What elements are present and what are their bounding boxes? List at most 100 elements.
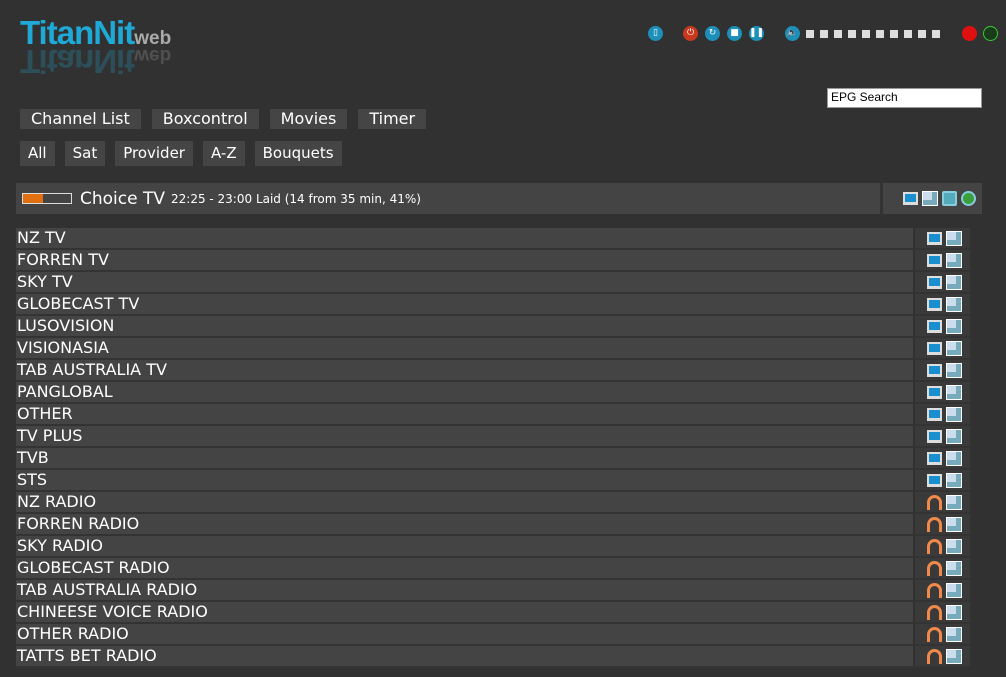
multi-view-icon[interactable]	[946, 604, 962, 620]
volume-step[interactable]	[918, 29, 926, 38]
multi-view-icon[interactable]	[946, 538, 962, 554]
volume-step[interactable]	[848, 29, 856, 38]
bouquet-name[interactable]: GLOBECAST RADIO	[16, 558, 913, 578]
multi-view-icon[interactable]	[946, 494, 962, 510]
tv-icon[interactable]	[927, 253, 942, 267]
bouquet-name[interactable]: LUSOVISION	[16, 316, 913, 336]
bouquet-name[interactable]: TATTS BET RADIO	[16, 646, 913, 666]
multi-view-icon[interactable]	[946, 340, 962, 356]
volume-slider[interactable]	[806, 29, 946, 38]
nav-channel-list[interactable]: Channel List	[20, 109, 141, 129]
bouquet-list: NZ TV FORREN TV SKY TV GLOBECAST TV LUSO…	[16, 228, 970, 668]
radio-icon[interactable]	[927, 516, 942, 532]
multi-view-icon[interactable]	[946, 406, 962, 422]
pause-icon[interactable]: ❚❚	[749, 26, 764, 41]
radio-icon[interactable]	[927, 626, 942, 642]
list-item: SKY RADIO	[16, 536, 970, 558]
multi-view-icon[interactable]	[946, 274, 962, 290]
bouquet-name[interactable]: OTHER	[16, 404, 913, 424]
multi-view-icon[interactable]	[946, 318, 962, 334]
record-icon[interactable]	[962, 26, 977, 41]
multi-view-icon[interactable]	[946, 626, 962, 642]
multi-view-icon[interactable]	[946, 362, 962, 378]
list-item: TVB	[16, 448, 970, 470]
remote-icon[interactable]: ▯	[648, 26, 663, 41]
bouquet-name[interactable]: NZ TV	[16, 228, 913, 248]
filter-all[interactable]: All	[20, 141, 55, 166]
volume-step[interactable]	[834, 29, 842, 38]
volume-step[interactable]	[932, 29, 940, 38]
power-icon[interactable]: ⏻	[683, 26, 698, 41]
nav-boxcontrol[interactable]: Boxcontrol	[151, 109, 259, 129]
epg-icon[interactable]	[942, 191, 957, 206]
bouquet-name[interactable]: STS	[16, 470, 913, 490]
signal-icon[interactable]	[983, 26, 998, 41]
tv-icon[interactable]	[927, 319, 942, 333]
bouquet-name[interactable]: TAB AUSTRALIA RADIO	[16, 580, 913, 600]
filter-bouquets[interactable]: Bouquets	[254, 141, 342, 166]
bouquet-name[interactable]: VISIONASIA	[16, 338, 913, 358]
list-item: OTHER	[16, 404, 970, 426]
bouquet-name[interactable]: GLOBECAST TV	[16, 294, 913, 314]
bouquet-name[interactable]: SKY TV	[16, 272, 913, 292]
bouquet-name[interactable]: CHINEESE VOICE RADIO	[16, 602, 913, 622]
nav-movies[interactable]: Movies	[269, 109, 348, 129]
tv-icon[interactable]	[927, 297, 942, 311]
tv-icon[interactable]	[927, 341, 942, 355]
tv-icon[interactable]	[927, 363, 942, 377]
list-item: SKY TV	[16, 272, 970, 294]
restart-icon[interactable]: ↻	[705, 26, 720, 41]
bouquet-name[interactable]: FORREN RADIO	[16, 514, 913, 534]
radio-icon[interactable]	[927, 560, 942, 576]
multi-view-icon[interactable]	[946, 516, 962, 532]
radio-icon[interactable]	[927, 648, 942, 664]
bouquet-name[interactable]: OTHER RADIO	[16, 624, 913, 644]
bouquet-name[interactable]: TVB	[16, 448, 913, 468]
multi-view-icon[interactable]	[946, 384, 962, 400]
multi-view-icon[interactable]	[946, 428, 962, 444]
filter-sat[interactable]: Sat	[64, 141, 106, 166]
tv-icon[interactable]	[927, 429, 942, 443]
tv-icon[interactable]	[927, 275, 942, 289]
radio-icon[interactable]	[927, 582, 942, 598]
bouquet-name[interactable]: NZ RADIO	[16, 492, 913, 512]
bouquet-name[interactable]: TV PLUS	[16, 426, 913, 446]
volume-step[interactable]	[876, 29, 884, 38]
logo[interactable]: TitanNitweb TitanNitweb	[20, 14, 171, 80]
bouquet-name[interactable]: PANGLOBAL	[16, 382, 913, 402]
bouquet-name[interactable]: TAB AUSTRALIA TV	[16, 360, 913, 380]
multi-view-icon[interactable]	[946, 230, 962, 246]
multi-view-icon[interactable]	[946, 560, 962, 576]
volume-step[interactable]	[820, 29, 828, 38]
filter-a-z[interactable]: A-Z	[202, 141, 245, 166]
tv-icon[interactable]	[927, 451, 942, 465]
volume-step[interactable]	[806, 29, 814, 38]
volume-icon[interactable]: 🔈	[785, 26, 800, 41]
tv-icon[interactable]	[927, 385, 942, 399]
radio-icon[interactable]	[927, 538, 942, 554]
radio-icon[interactable]	[927, 604, 942, 620]
stop-icon[interactable]: ■	[727, 26, 742, 41]
volume-step[interactable]	[890, 29, 898, 38]
tv-icon[interactable]	[927, 407, 942, 421]
stream-icon[interactable]	[961, 191, 976, 206]
multi-view-icon[interactable]	[946, 648, 962, 664]
epg-search-input[interactable]: EPG Search	[827, 88, 982, 108]
volume-step[interactable]	[904, 29, 912, 38]
multi-view-icon[interactable]	[946, 472, 962, 488]
tv-icon[interactable]	[927, 231, 942, 245]
list-item: PANGLOBAL	[16, 382, 970, 404]
radio-icon[interactable]	[927, 494, 942, 510]
tv-icon[interactable]	[927, 473, 942, 487]
bouquet-name[interactable]: SKY RADIO	[16, 536, 913, 556]
multi-view-icon[interactable]	[946, 296, 962, 312]
volume-step[interactable]	[862, 29, 870, 38]
bouquet-name[interactable]: FORREN TV	[16, 250, 913, 270]
multi-view-icon[interactable]	[946, 450, 962, 466]
nav-timer[interactable]: Timer	[358, 109, 427, 129]
multi-view-icon[interactable]	[946, 252, 962, 268]
multi-view-icon[interactable]	[922, 191, 938, 206]
multi-view-icon[interactable]	[946, 582, 962, 598]
tv-icon[interactable]	[903, 192, 918, 205]
filter-provider[interactable]: Provider	[115, 141, 193, 166]
